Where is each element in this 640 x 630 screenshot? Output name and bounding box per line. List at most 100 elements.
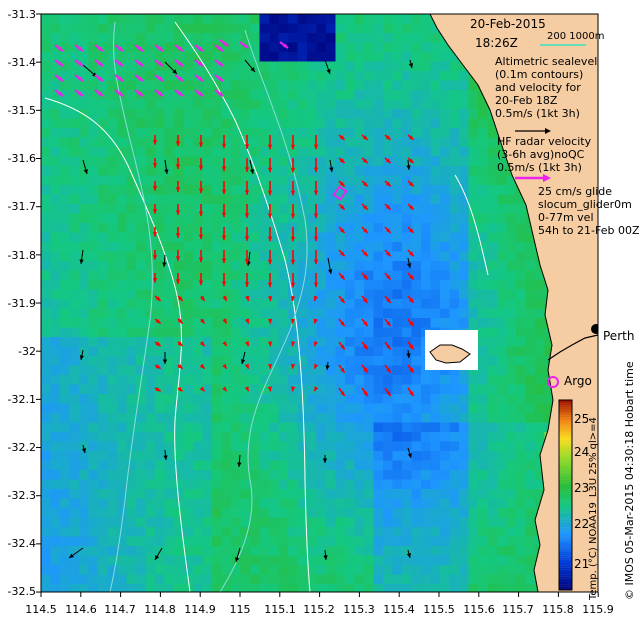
sst-pixel	[335, 413, 346, 423]
sst-pixel	[411, 384, 422, 395]
sst-pixel	[335, 118, 346, 129]
sst-pixel	[145, 90, 156, 100]
sst-pixel	[345, 327, 355, 338]
sst-pixel	[41, 384, 51, 395]
sst-pixel	[278, 441, 289, 452]
hf-radar-arrow-head	[313, 190, 319, 196]
sst-pixel	[69, 489, 80, 499]
sst-pixel	[193, 356, 203, 366]
sst-pixel	[497, 308, 507, 319]
sst-pixel	[468, 422, 479, 433]
sst-pixel	[107, 470, 118, 480]
sst-pixel	[506, 346, 517, 357]
sst-pixel	[50, 42, 61, 53]
sst-pixel	[50, 432, 61, 442]
sst-pixel	[288, 33, 298, 43]
sst-pixel	[193, 308, 203, 319]
sst-pixel	[174, 109, 184, 119]
sst-pixel	[307, 137, 317, 148]
sst-pixel	[373, 422, 384, 433]
sst-pixel	[278, 289, 289, 300]
colorbar-segment	[559, 523, 572, 526]
sst-pixel	[364, 327, 374, 338]
sst-pixel	[231, 280, 241, 290]
altimetry-arrow-head	[408, 63, 414, 68]
sst-pixel	[544, 403, 555, 414]
sst-pixel	[231, 223, 241, 233]
sst-pixel	[373, 517, 384, 528]
sst-pixel	[250, 33, 260, 43]
legend-text: slocum_glider0m	[538, 198, 632, 211]
sst-pixel	[316, 156, 327, 167]
sst-pixel	[335, 71, 346, 81]
sst-pixel	[345, 498, 355, 509]
sst-pixel	[269, 574, 279, 585]
sst-pixel	[364, 517, 374, 528]
sst-pixel	[155, 147, 165, 157]
sst-pixel	[297, 517, 308, 528]
sst-pixel	[126, 318, 137, 328]
colorbar-segment	[559, 474, 572, 477]
sst-pixel	[392, 137, 403, 148]
sst-pixel	[164, 508, 175, 518]
sst-pixel	[136, 470, 146, 480]
sst-pixel	[183, 71, 194, 81]
sst-pixel	[392, 175, 403, 186]
sst-pixel	[421, 137, 431, 148]
sst-pixel	[506, 470, 517, 480]
sst-pixel	[250, 99, 260, 110]
sst-pixel	[212, 527, 222, 537]
sst-pixel	[430, 546, 441, 556]
sst-pixel	[183, 517, 194, 528]
hf-radar-arrow-head	[385, 181, 391, 187]
hf-radar-arrow-head	[267, 296, 273, 301]
sst-pixel	[79, 403, 89, 414]
sst-pixel	[183, 346, 194, 357]
sst-pixel	[117, 251, 127, 262]
sst-pixel	[221, 185, 232, 195]
sst-pixel	[364, 232, 374, 243]
sst-pixel	[364, 346, 374, 357]
sst-pixel	[202, 527, 213, 537]
sst-pixel	[278, 565, 289, 575]
sst-pixel	[98, 99, 108, 110]
sst-pixel	[411, 261, 422, 271]
sst-pixel	[307, 280, 317, 290]
sst-pixel	[145, 356, 156, 366]
sst-pixel	[278, 536, 289, 547]
sst-pixel	[373, 137, 384, 148]
sst-pixel	[430, 128, 441, 138]
sst-pixel	[79, 23, 89, 34]
sst-pixel	[212, 574, 222, 585]
sst-pixel	[212, 479, 222, 490]
colorbar-segment	[559, 443, 572, 446]
sst-pixel	[98, 52, 108, 62]
sst-pixel	[402, 299, 412, 309]
sst-pixel	[117, 261, 127, 271]
sst-pixel	[297, 223, 308, 233]
sst-pixel	[69, 242, 80, 252]
sst-pixel	[430, 71, 441, 81]
hf-radar-arrow-head	[222, 341, 227, 347]
sst-pixel	[221, 232, 232, 243]
sst-pixel	[107, 80, 118, 91]
sst-pixel	[326, 128, 336, 138]
sst-pixel	[535, 299, 545, 309]
sst-pixel	[430, 118, 441, 129]
sst-pixel	[383, 498, 393, 509]
sst-pixel	[402, 156, 412, 167]
sst-pixel	[506, 223, 517, 233]
sst-pixel	[411, 90, 422, 100]
hf-radar-arrow-head	[222, 318, 227, 324]
sst-pixel	[525, 441, 536, 452]
sst-pixel	[50, 327, 61, 338]
colorbar-segment	[559, 521, 572, 524]
sst-pixel	[193, 555, 203, 566]
sst-pixel	[430, 42, 441, 53]
altimetry-arrow-head	[237, 462, 242, 467]
sst-pixel	[50, 213, 61, 224]
sst-pixel	[449, 251, 460, 262]
sst-pixel	[478, 555, 488, 566]
sst-pixel	[145, 327, 156, 338]
sst-pixel	[269, 489, 279, 499]
